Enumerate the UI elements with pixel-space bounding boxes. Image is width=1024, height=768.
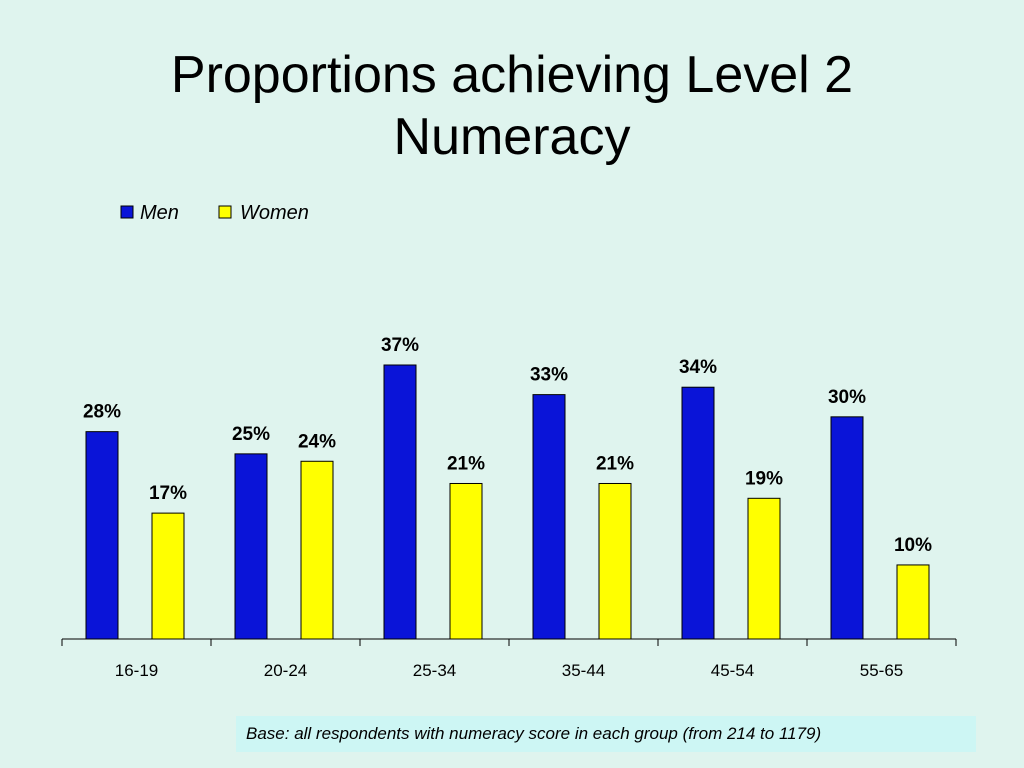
x-tick-label-16-19: 16-19: [115, 661, 158, 680]
base-note: Base: all respondents with numeracy scor…: [236, 716, 976, 752]
legend-swatch-women: [218, 205, 232, 219]
chart-title: Proportions achieving Level 2 Numeracy: [0, 44, 1024, 168]
bar-women-35-44: [598, 482, 632, 640]
bars: [85, 364, 930, 640]
bar-chart: Men Women 28% 25% 37% 33% 34% 30% 17% 24% 21% 21% 1…: [61, 202, 957, 680]
legend-label-women: Women: [240, 202, 309, 224]
data-label-women-16-19: 17%: [149, 483, 187, 504]
x-tick-label-35-44: 35-44: [562, 661, 605, 680]
data-labels: 28% 25% 37% 33% 34% 30% 17% 24% 21% 21% 19% 10%: [83, 335, 932, 556]
data-label-men-45-54: 34%: [679, 357, 717, 378]
x-tick-label-55-65: 55-65: [860, 661, 903, 680]
legend-swatch-men: [120, 205, 134, 219]
data-label-women-55-65: 10%: [894, 535, 932, 556]
bar-women-25-34: [449, 482, 483, 640]
data-label-women-45-54: 19%: [745, 468, 783, 489]
bar-men-35-44: [532, 394, 566, 640]
data-label-women-35-44: 21%: [596, 453, 634, 474]
bar-men-45-54: [681, 386, 715, 640]
bar-women-45-54: [747, 497, 781, 640]
x-tick-label-45-54: 45-54: [711, 661, 754, 680]
x-tick-label-20-24: 20-24: [264, 661, 307, 680]
bar-men-25-34: [383, 364, 417, 640]
legend-label-men: Men: [140, 202, 179, 224]
data-label-men-35-44: 33%: [530, 365, 568, 386]
bar-women-16-19: [151, 512, 185, 640]
data-label-women-20-24: 24%: [298, 431, 336, 452]
legend: Men Women: [120, 202, 309, 224]
bar-women-20-24: [300, 460, 334, 640]
data-label-women-25-34: 21%: [447, 453, 485, 474]
x-tick-label-25-34: 25-34: [413, 661, 456, 680]
bar-men-20-24: [234, 453, 268, 640]
data-label-men-55-65: 30%: [828, 387, 866, 408]
bar-men-16-19: [85, 431, 119, 640]
data-label-men-25-34: 37%: [381, 335, 419, 356]
x-axis: 16-19 20-24 25-34 35-44 45-54 55-65: [61, 638, 957, 680]
bar-men-55-65: [830, 416, 864, 640]
data-label-men-16-19: 28%: [83, 402, 121, 423]
chart-title-line-2: Numeracy: [393, 108, 631, 166]
data-label-men-20-24: 25%: [232, 424, 270, 445]
bar-women-55-65: [896, 564, 930, 640]
chart-title-line-1: Proportions achieving Level 2: [170, 46, 854, 104]
